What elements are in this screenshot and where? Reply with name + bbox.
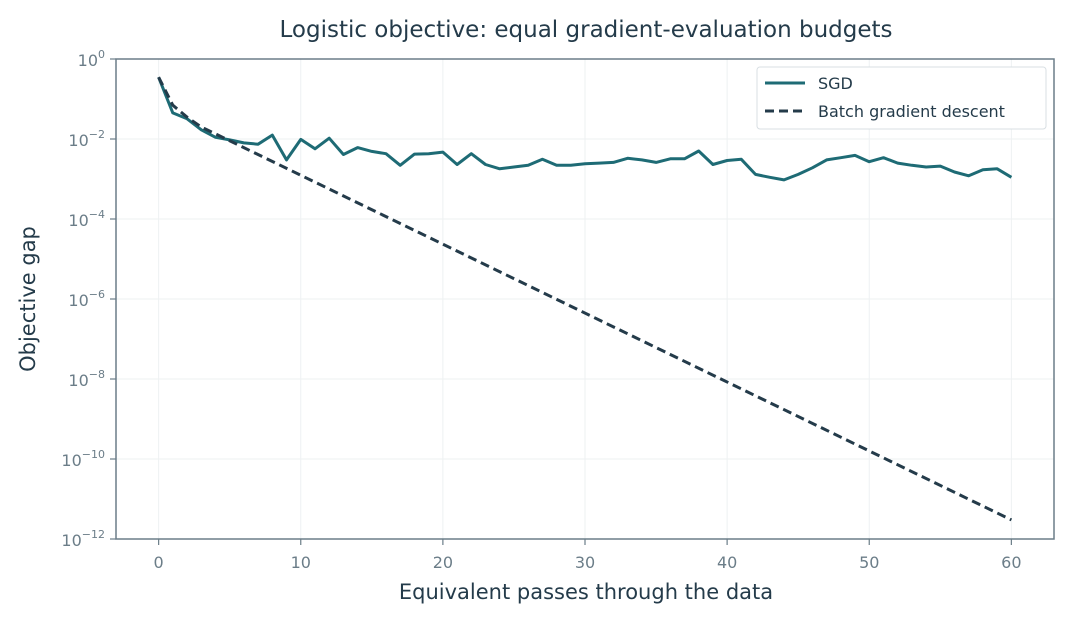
x-tick-label: 20	[433, 553, 453, 572]
y-tick-label: 10−12	[61, 528, 105, 550]
y-tick-label: 10−6	[68, 288, 105, 310]
x-axis: 0 10 20 30 40 50 60	[154, 539, 1022, 572]
series-line-sgd	[157, 76, 1013, 182]
x-tick-label: 50	[859, 553, 879, 572]
legend-label-batch: Batch gradient descent	[818, 102, 1005, 121]
grid	[116, 58, 1054, 540]
y-tick-label: 10−2	[68, 128, 105, 150]
y-tick-label: 100	[78, 48, 105, 70]
y-axis-label: Objective gap	[16, 226, 40, 372]
y-tick-label: 10−10	[61, 448, 105, 470]
x-tick-label: 30	[575, 553, 595, 572]
x-axis-label: Equivalent passes through the data	[399, 580, 773, 604]
x-tick-label: 10	[291, 553, 311, 572]
x-tick-label: 60	[1001, 553, 1021, 572]
chart-title: Logistic objective: equal gradient-evalu…	[279, 17, 892, 43]
x-tick-label: 0	[154, 553, 164, 572]
y-tick-label: 10−8	[68, 368, 105, 390]
series-line-batch-gradient-descent	[157, 76, 1013, 522]
legend-box	[756, 66, 1047, 130]
legend: SGD Batch gradient descent	[756, 66, 1047, 130]
y-axis: 100 10−2 10−4 10−6 10−8 10−10 10−12	[61, 48, 116, 550]
legend-label-sgd: SGD	[818, 74, 853, 93]
x-tick-label: 40	[717, 553, 737, 572]
series-layer	[157, 76, 1013, 522]
y-tick-label: 10−4	[68, 208, 105, 230]
